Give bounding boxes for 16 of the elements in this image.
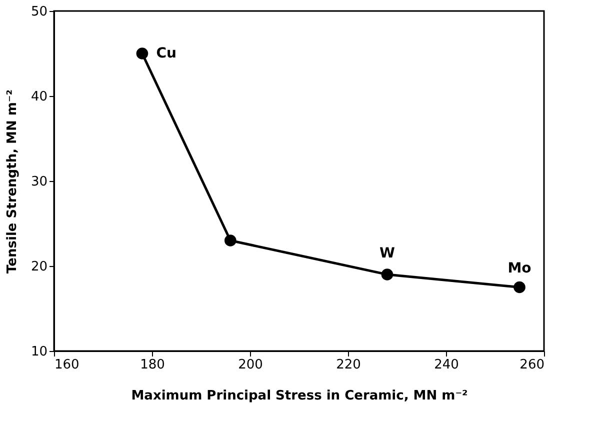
x-tick-label: 220 [336,358,361,372]
x-tick-label: 260 [520,358,544,372]
x-tick-label: 160 [54,358,80,372]
y-tick-label: 40 [30,90,48,104]
x-tick-label: 180 [140,358,165,372]
y-tick-label: 10 [30,344,48,360]
y-axis-title: Tensile Strength, MN m⁻² [4,90,20,274]
x-tick-label: 200 [238,358,263,372]
annotation: Mo [508,260,532,276]
x-tick-label: 240 [434,358,459,372]
y-tick-label: 20 [30,260,48,274]
y-tick-label: 50 [30,4,48,20]
annotation: W [379,246,395,262]
x-axis-title: Maximum Principal Stress in Ceramic, MN m⁻² [131,388,468,404]
y-tick-label: 30 [30,174,48,190]
annotation: Cu [156,46,176,62]
